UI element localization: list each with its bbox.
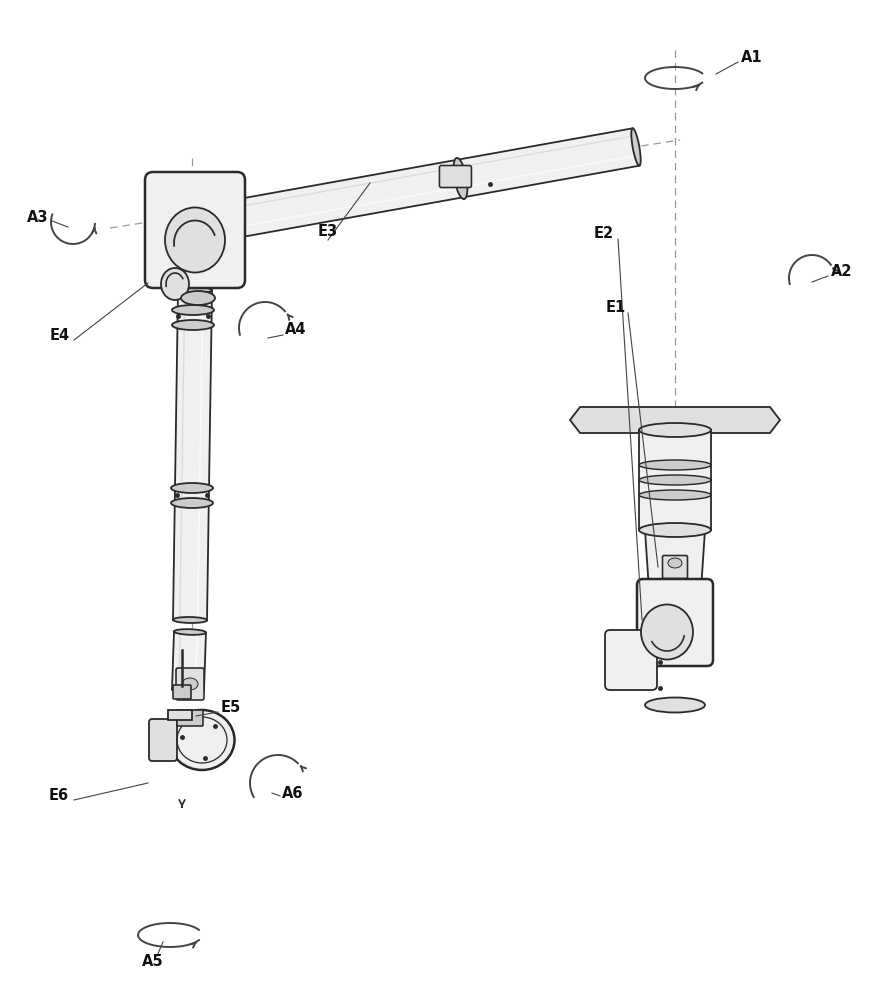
Ellipse shape [668,558,682,568]
Ellipse shape [213,203,223,241]
FancyBboxPatch shape [176,668,204,700]
Text: E4: E4 [50,328,70,344]
Ellipse shape [631,128,641,166]
Text: A1: A1 [741,49,763,64]
Ellipse shape [645,698,705,712]
FancyBboxPatch shape [173,685,191,699]
Ellipse shape [639,490,711,500]
Polygon shape [214,128,639,241]
Ellipse shape [181,291,215,305]
Ellipse shape [649,585,701,595]
Polygon shape [168,710,192,720]
Ellipse shape [639,423,711,437]
Polygon shape [173,290,212,620]
Text: A2: A2 [831,264,853,279]
Ellipse shape [161,268,189,300]
FancyBboxPatch shape [177,710,203,726]
Text: A6: A6 [282,786,304,800]
Ellipse shape [174,629,206,635]
Ellipse shape [182,678,198,690]
Text: A3: A3 [27,210,49,225]
Text: A5: A5 [142,954,164,970]
Ellipse shape [165,208,225,272]
Ellipse shape [641,604,693,660]
Ellipse shape [172,320,214,330]
Polygon shape [570,407,780,433]
Ellipse shape [172,305,214,315]
Text: A4: A4 [285,322,307,338]
Ellipse shape [172,687,204,693]
Ellipse shape [170,710,234,770]
Text: E5: E5 [221,700,241,714]
FancyBboxPatch shape [440,165,471,188]
Ellipse shape [454,158,468,199]
FancyBboxPatch shape [149,719,177,761]
Text: E1: E1 [606,300,626,316]
FancyBboxPatch shape [605,630,657,690]
FancyBboxPatch shape [637,579,713,666]
Ellipse shape [171,483,213,493]
Text: E6: E6 [49,788,69,804]
Ellipse shape [173,617,207,623]
FancyBboxPatch shape [663,556,687,578]
Ellipse shape [171,498,213,508]
Text: E3: E3 [318,225,338,239]
Ellipse shape [178,287,212,293]
Text: E2: E2 [594,226,614,240]
Polygon shape [639,430,711,530]
FancyBboxPatch shape [145,172,245,288]
Ellipse shape [639,523,711,537]
Ellipse shape [639,460,711,470]
Polygon shape [172,631,206,691]
Polygon shape [645,530,705,590]
Ellipse shape [639,475,711,485]
